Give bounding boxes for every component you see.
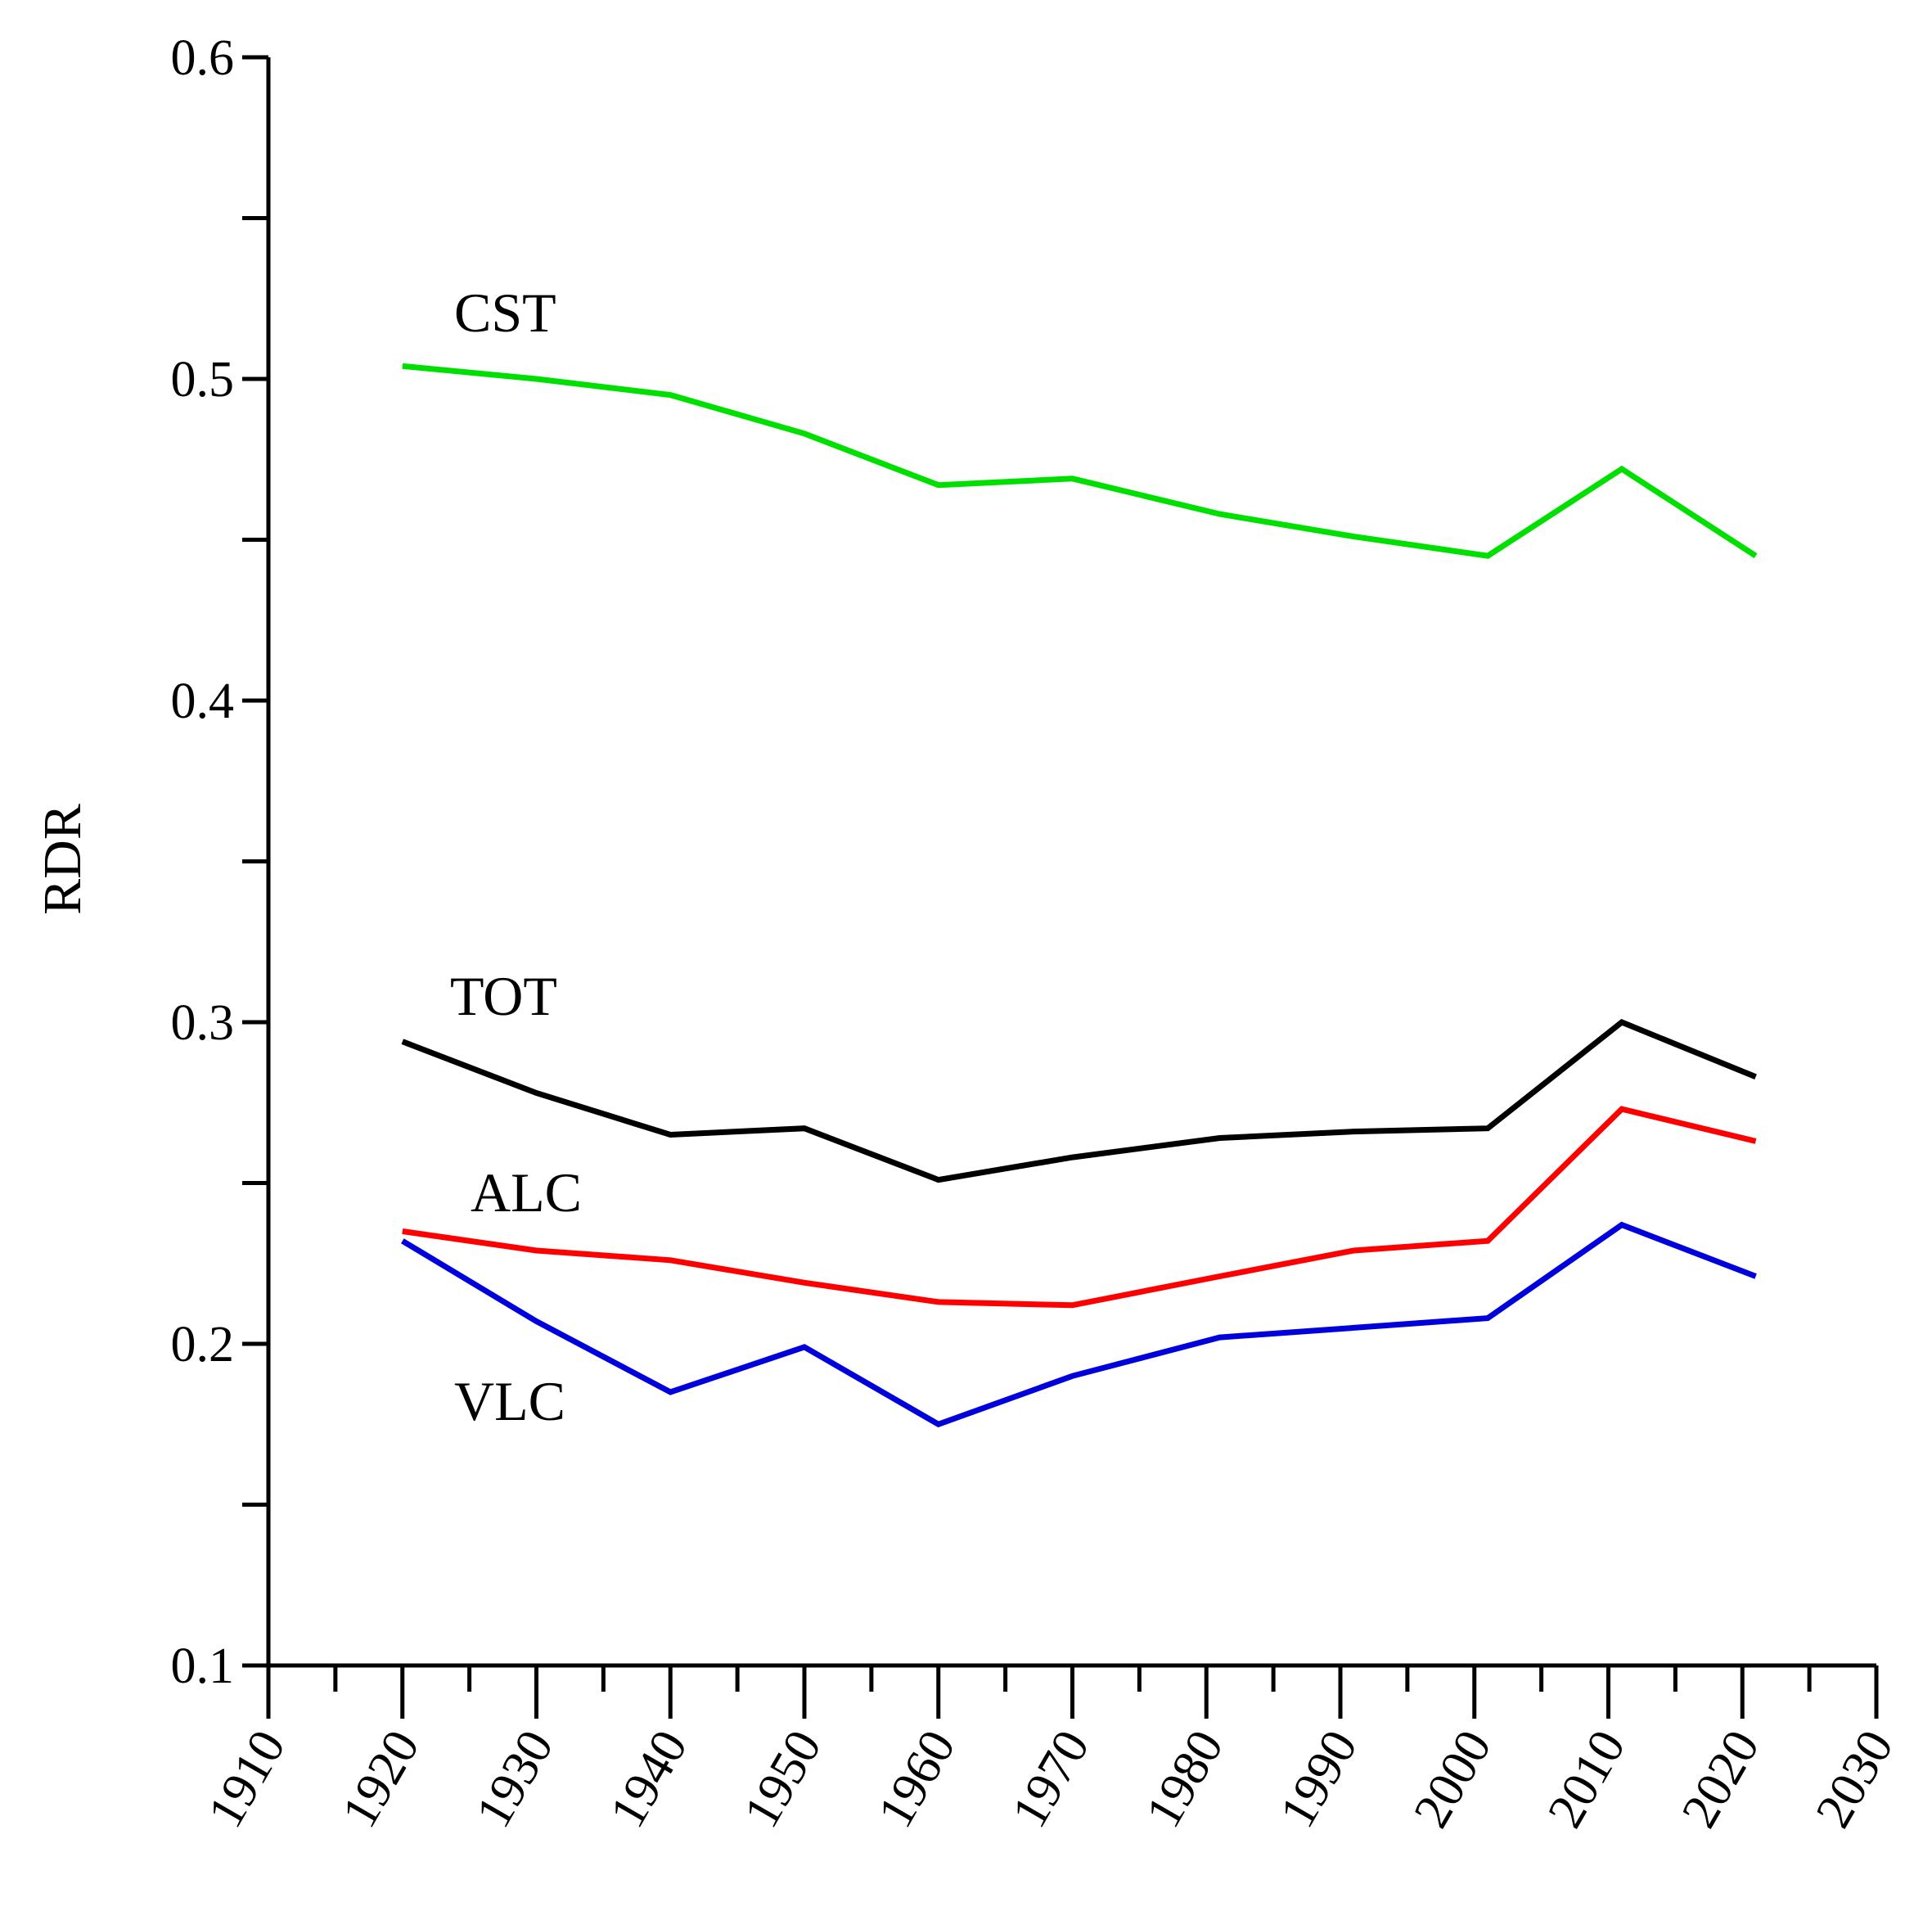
x-tick-label: 2020	[1671, 1721, 1770, 1837]
x-tick-label: 2030	[1805, 1721, 1904, 1837]
axes: 0.1 0.2 0.3 0.4 0.5 0.6 1910 1920 1930 1940 1950 19…	[171, 30, 1905, 1837]
series-line-vlc	[400, 1221, 1757, 1428]
y-tick-label: 0.5	[171, 352, 235, 408]
x-tick-label: 1920	[331, 1721, 430, 1837]
x-tick-label: 1980	[1135, 1721, 1234, 1837]
x-tick-label: 1990	[1269, 1721, 1368, 1837]
series-label-vlc: VLC	[454, 1370, 565, 1432]
y-axis-label: RDR	[33, 804, 92, 915]
y-tick-label: 0.3	[171, 995, 235, 1051]
y-tick-label: 0.1	[171, 1638, 235, 1694]
series-line-tot	[401, 1018, 1757, 1183]
x-tick-label: 1970	[1002, 1721, 1101, 1837]
y-tick-label: 0.2	[171, 1317, 235, 1372]
series-label-tot: TOT	[450, 965, 557, 1027]
x-tick-label: 1960	[867, 1721, 966, 1837]
series-label-alc: ALC	[471, 1161, 582, 1224]
y-tick-label: 0.6	[171, 30, 235, 86]
series-line-alc	[402, 1106, 1757, 1309]
series-group	[400, 363, 1758, 1428]
series-label-cst: CST	[454, 282, 556, 344]
x-tick-label: 1940	[599, 1721, 698, 1837]
x-tick-label: 2010	[1538, 1721, 1637, 1837]
y-tick-label: 0.4	[171, 674, 235, 729]
x-tick-label: 1950	[733, 1721, 832, 1837]
x-tick-label: 1930	[466, 1721, 565, 1837]
series-line-cst	[402, 363, 1758, 559]
x-tick-label: 1910	[197, 1721, 296, 1837]
series-labels: CST TOT ALC VLC	[450, 282, 582, 1432]
x-tick-label: 2000	[1403, 1721, 1502, 1837]
